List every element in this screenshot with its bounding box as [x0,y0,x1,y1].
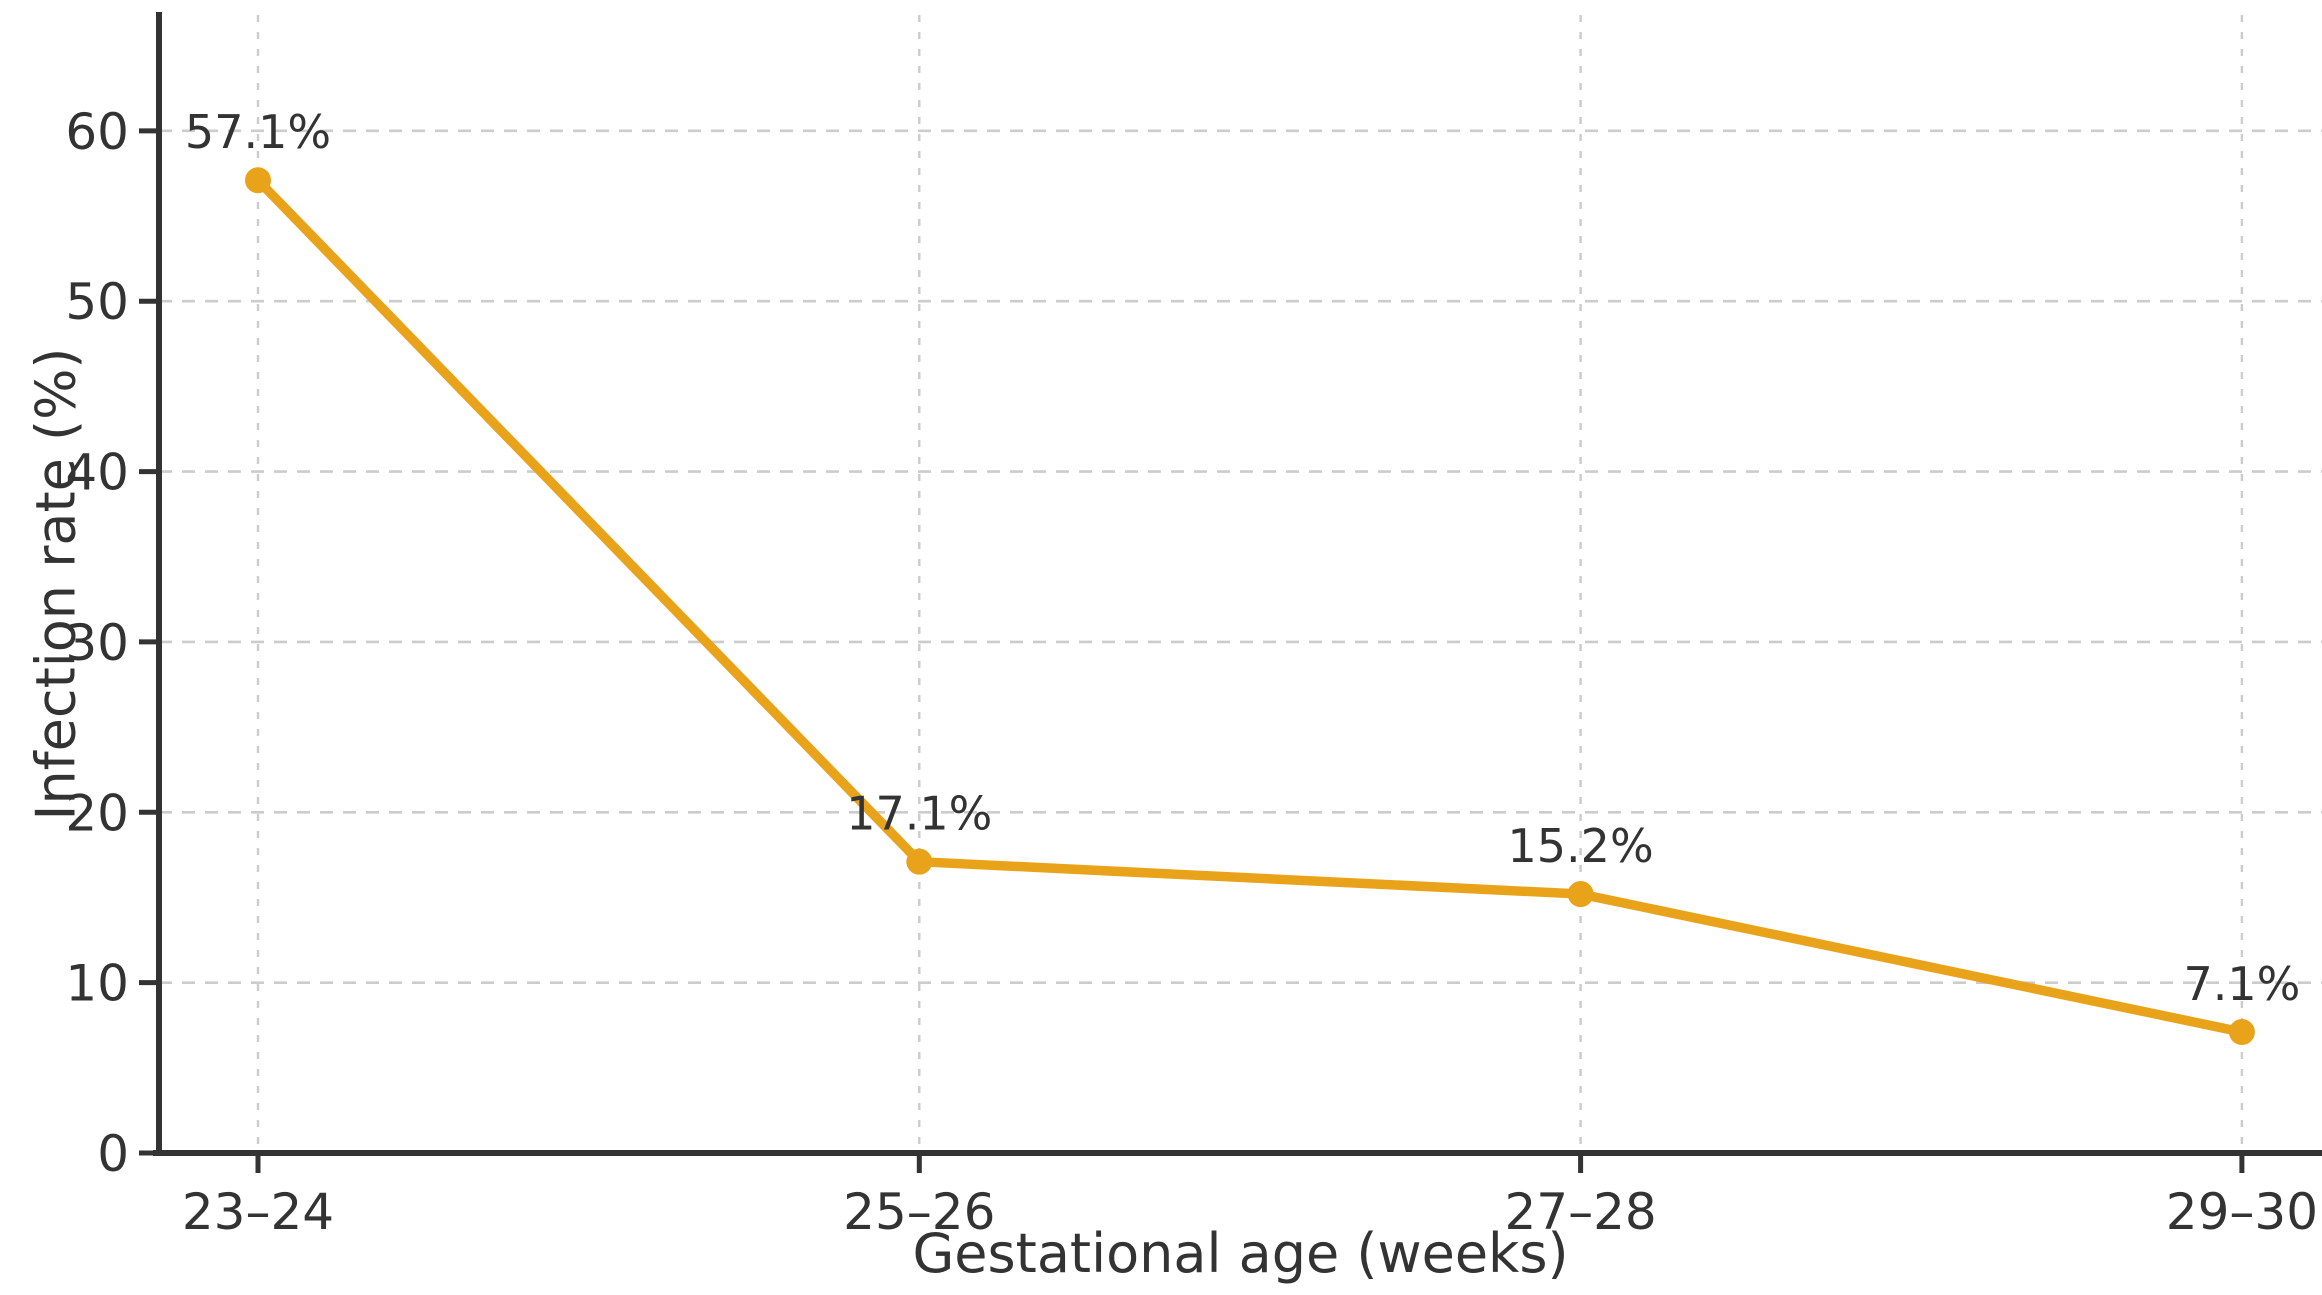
data-point-marker [1567,881,1594,908]
y-axis-ticks: 0 10 20 30 40 50 60 [65,103,159,1183]
y-tick-label: 50 [65,273,129,331]
x-axis-ticks: 23–24 25–26 27–28 29–30 [182,1153,2318,1241]
y-tick-label: 30 [65,614,129,672]
data-point-label: 7.1% [2183,957,2300,1011]
data-point-label: 15.2% [1508,819,1654,873]
data-point-marker [906,848,933,875]
vertical-gridlines [256,15,2244,1153]
data-point-label: 57.1% [185,105,331,159]
data-point-marker [245,167,271,194]
y-tick-label: 10 [65,955,129,1013]
series-line [253,175,2247,1037]
x-tick-label: 23–24 [182,1183,334,1241]
axis-spines [153,12,2322,1156]
horizontal-gridlines [159,129,2322,984]
x-tick-label: 25–26 [843,1183,995,1241]
x-tick-label: 29–30 [2166,1183,2318,1241]
data-point-marker [2228,1019,2255,1046]
data-point-labels: 57.1% 17.1% 15.2% 7.1% [185,105,2300,1011]
y-tick-label: 40 [65,444,129,502]
y-tick-label: 60 [65,103,129,161]
y-axis-title: Infection rate (%) [24,348,87,821]
y-tick-label: 20 [65,784,129,842]
data-series [245,167,2255,1046]
data-point-label: 17.1% [846,787,992,841]
y-tick-label: 0 [97,1125,129,1183]
x-axis-title: Gestational age (weeks) [912,1222,1568,1285]
x-tick-label: 27–28 [1504,1183,1656,1241]
